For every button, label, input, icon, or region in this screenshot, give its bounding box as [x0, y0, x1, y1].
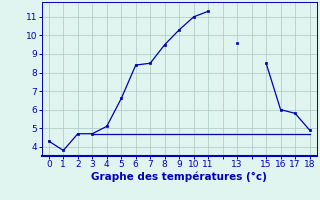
X-axis label: Graphe des températures (°c): Graphe des températures (°c)	[91, 172, 267, 182]
